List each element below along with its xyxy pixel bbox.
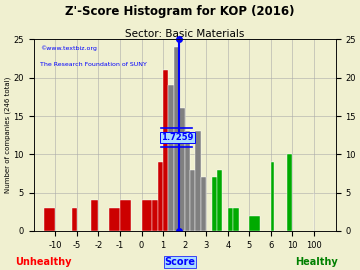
Bar bbox=[44, 208, 55, 231]
Bar bbox=[72, 208, 77, 231]
Bar bbox=[120, 200, 131, 231]
Bar bbox=[152, 200, 158, 231]
Title: Sector: Basic Materials: Sector: Basic Materials bbox=[125, 29, 244, 39]
Bar bbox=[168, 85, 174, 231]
Bar bbox=[91, 200, 98, 231]
Text: ©www.textbiz.org: ©www.textbiz.org bbox=[40, 45, 96, 51]
Text: The Research Foundation of SUNY: The Research Foundation of SUNY bbox=[40, 62, 147, 68]
Bar bbox=[163, 70, 168, 231]
Text: Unhealthy: Unhealthy bbox=[15, 257, 71, 267]
Bar bbox=[174, 47, 179, 231]
Bar bbox=[158, 162, 163, 231]
Bar bbox=[141, 200, 152, 231]
Bar bbox=[228, 208, 233, 231]
Bar bbox=[217, 170, 222, 231]
Bar bbox=[185, 131, 190, 231]
Bar bbox=[201, 177, 206, 231]
Text: Healthy: Healthy bbox=[296, 257, 338, 267]
Bar bbox=[195, 131, 201, 231]
Bar bbox=[233, 208, 239, 231]
Text: Score: Score bbox=[165, 257, 195, 267]
Text: Z'-Score Histogram for KOP (2016): Z'-Score Histogram for KOP (2016) bbox=[65, 5, 295, 18]
Bar bbox=[212, 177, 217, 231]
Bar bbox=[271, 162, 274, 231]
Y-axis label: Number of companies (246 total): Number of companies (246 total) bbox=[4, 77, 11, 193]
Bar bbox=[249, 215, 260, 231]
Bar bbox=[179, 108, 185, 231]
Bar bbox=[190, 170, 195, 231]
Bar bbox=[287, 154, 292, 231]
Bar bbox=[109, 208, 120, 231]
Text: 1.7259: 1.7259 bbox=[162, 133, 194, 141]
